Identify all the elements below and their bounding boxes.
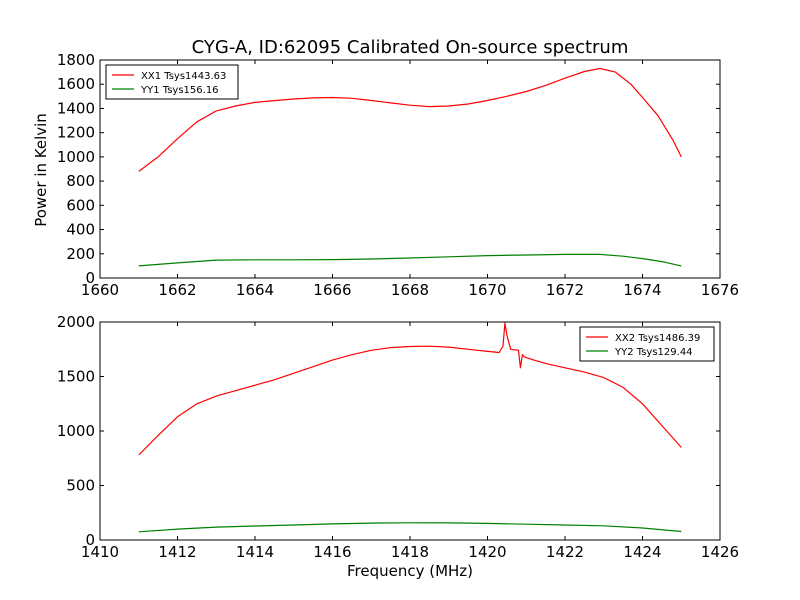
x-tick-label: 1422 <box>546 543 584 561</box>
y-tick-label: 1500 <box>57 368 95 386</box>
x-tick-label: 1662 <box>158 281 196 299</box>
x-tick-label: 1410 <box>81 543 119 561</box>
x-tick-label: 1414 <box>236 543 274 561</box>
series-line-1 <box>138 322 682 456</box>
chart-panel-1: 1660 1662 1664 1666 1668 1670 1672 1674 1676 0 200… <box>32 51 739 299</box>
y-tick-label: 0 <box>85 269 95 287</box>
y-tick-label: 1600 <box>57 75 95 93</box>
legend-label-1: XX2 Tsys1486.39 <box>615 333 700 344</box>
series-line-2 <box>138 522 682 533</box>
x-tick-label: 1664 <box>236 281 274 299</box>
x-tick-label: 1674 <box>623 281 661 299</box>
x-tick-label: 1676 <box>701 281 739 299</box>
legend-box <box>105 64 239 100</box>
legend: XX1 Tsys1443.63 YY1 Tsys156.16 <box>105 64 239 100</box>
x-tick-label: 1418 <box>391 543 429 561</box>
y-tick-label: 400 <box>66 221 95 239</box>
y-tick-label: 0 <box>85 531 95 549</box>
x-tick-label: 1416 <box>313 543 351 561</box>
x-tick-label: 1666 <box>313 281 351 299</box>
x-tick-label: 1668 <box>391 281 429 299</box>
chart-panel-2: 1410 1412 1414 1416 1418 1420 1422 1424 1426 0 500… <box>57 313 739 580</box>
y-tick-label: 1800 <box>57 51 95 69</box>
chart-panels: 1660 1662 1664 1666 1668 1670 1672 1674 1676 0 200… <box>32 51 739 580</box>
y-tick-label: 2000 <box>57 313 95 331</box>
y-tick-label: 500 <box>66 477 95 495</box>
x-tick-label: 1420 <box>468 543 506 561</box>
y-tick-label: 1000 <box>57 422 95 440</box>
y-tick-label: 1000 <box>57 148 95 166</box>
y-axis-label: Power in Kelvin <box>32 113 50 227</box>
legend-box <box>579 326 715 362</box>
x-tick-label: 1412 <box>158 543 196 561</box>
x-tick-label: 1424 <box>623 543 661 561</box>
series-line-2 <box>138 253 682 267</box>
legend-label-2: YY1 Tsys156.16 <box>140 85 219 96</box>
figure-title: CYG-A, ID:62095 Calibrated On-source spe… <box>192 37 629 58</box>
y-tick-label: 1400 <box>57 99 95 117</box>
series-line-1 <box>138 67 682 172</box>
y-tick-label: 200 <box>66 245 95 263</box>
legend-label-2: YY2 Tsys129.44 <box>614 347 693 358</box>
legend-label-1: XX1 Tsys1443.63 <box>141 71 226 82</box>
x-tick-label: 1672 <box>546 281 584 299</box>
x-tick-label: 1660 <box>81 281 119 299</box>
y-tick-label: 600 <box>66 196 95 214</box>
y-tick-label: 1200 <box>57 124 95 142</box>
y-tick-label: 800 <box>66 172 95 190</box>
legend: XX2 Tsys1486.39 YY2 Tsys129.44 <box>579 326 715 362</box>
x-axis-label: Frequency (MHz) <box>347 562 473 580</box>
x-tick-label: 1426 <box>701 543 739 561</box>
x-tick-label: 1670 <box>468 281 506 299</box>
